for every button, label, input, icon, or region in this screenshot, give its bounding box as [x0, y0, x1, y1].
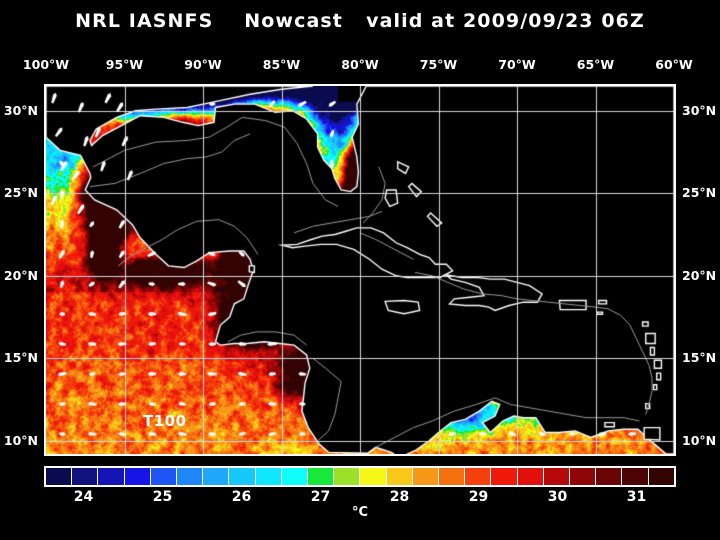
lat-tick-label-right: 25°N: [682, 185, 717, 201]
colorbar-swatch: [150, 468, 178, 485]
colorbar-swatch: [439, 468, 466, 485]
colorbar-swatch: [72, 468, 99, 485]
lat-tick-label-left: 30°N: [3, 102, 38, 118]
colorbar-swatch: [596, 468, 623, 485]
colorbar-units-label: °C: [351, 505, 369, 520]
sst-field-canvas: [46, 86, 674, 454]
lon-tick-label: 70°W: [498, 57, 536, 72]
lat-tick-label-left: 25°N: [3, 185, 38, 201]
colorbar-tick-label: 24: [73, 489, 94, 505]
colorbar-tick-label: 26: [231, 489, 252, 505]
colorbar-swatch: [177, 468, 204, 485]
colorbar-tick-label: 28: [389, 489, 410, 505]
lat-tick-label-left: 15°N: [3, 350, 38, 366]
colorbar-tick-label: 30: [547, 489, 568, 505]
colorbar-swatch: [648, 468, 674, 485]
lon-tick-label: 90°W: [184, 57, 222, 72]
lat-tick-label-left: 10°N: [3, 432, 38, 448]
lon-tick-label: 100°W: [22, 57, 70, 72]
colorbar-swatch: [46, 468, 73, 485]
lat-tick-label-right: 15°N: [682, 350, 717, 366]
lon-tick-label: 85°W: [262, 57, 301, 72]
map-plot-area[interactable]: [44, 84, 676, 456]
lat-tick-label-right: 20°N: [682, 267, 717, 283]
map-annotation-t100: T100: [143, 412, 187, 430]
colorbar-swatch: [543, 468, 571, 485]
colorbar-swatch: [203, 468, 230, 485]
lat-tick-label-right: 30°N: [682, 102, 717, 118]
colorbar-swatch: [465, 468, 492, 485]
colorbar-swatch: [334, 468, 361, 485]
colorbar-swatch: [281, 468, 309, 485]
lon-tick-label: 80°W: [341, 57, 379, 72]
colorbar-swatch: [622, 468, 649, 485]
lon-tick-label: 75°W: [419, 57, 458, 72]
colorbar-swatch: [517, 468, 544, 485]
colorbar-tick-label: 25: [152, 489, 173, 505]
colorbar-tick-label: 31: [626, 489, 647, 505]
colorbar-swatch: [386, 468, 413, 485]
colorbar-tick-label: 27: [310, 489, 331, 505]
lat-tick-label-right: 10°N: [682, 432, 717, 448]
page-title: NRL IASNFS Nowcast valid at 2009/09/23 0…: [75, 10, 645, 32]
colorbar: [44, 466, 676, 487]
lon-tick-label: 60°W: [655, 57, 693, 72]
colorbar-swatch: [308, 468, 335, 485]
longitude-axis-top: 100°W 95°W 90°W 85°W 80°W 75°W 70°W 65°W 60°W: [23, 57, 693, 73]
colorbar-tick-labels: 24 25 26 27 28 29 30 31: [44, 488, 676, 506]
colorbar-swatch: [255, 468, 282, 485]
colorbar-swatch: [229, 468, 256, 485]
colorbar-swatch: [491, 468, 518, 485]
colorbar-swatch: [124, 468, 151, 485]
lon-tick-label: 65°W: [576, 57, 615, 72]
colorbar-swatch: [570, 468, 597, 485]
colorbar-swatch: [98, 468, 125, 485]
lat-tick-label-left: 20°N: [3, 267, 38, 283]
colorbar-tick-label: 29: [468, 489, 489, 505]
colorbar-swatch: [360, 468, 387, 485]
lon-tick-label: 95°W: [105, 57, 144, 72]
colorbar-swatch: [412, 468, 440, 485]
